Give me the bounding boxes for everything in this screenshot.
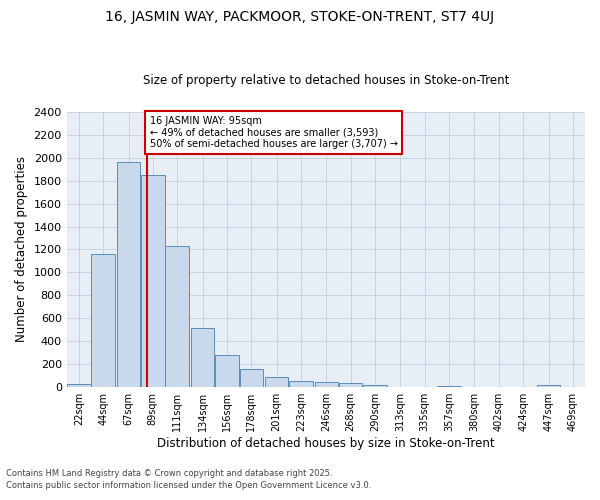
Bar (437, 386, 461, 387)
Y-axis label: Number of detached properties: Number of detached properties (15, 156, 28, 342)
X-axis label: Distribution of detached houses by size in Stoke-on-Trent: Distribution of detached houses by size … (157, 437, 494, 450)
Bar (141, 175, 164, 387)
Bar (117, 162, 140, 387)
Title: Size of property relative to detached houses in Stoke-on-Trent: Size of property relative to detached ho… (143, 74, 509, 87)
Text: 16, JASMIN WAY, PACKMOOR, STOKE-ON-TRENT, ST7 4UJ: 16, JASMIN WAY, PACKMOOR, STOKE-ON-TRENT… (106, 10, 494, 24)
Bar (537, 386, 560, 387)
Bar (191, 328, 214, 387)
Bar (314, 382, 338, 387)
Bar (289, 381, 313, 387)
Bar (339, 382, 362, 387)
Bar (215, 355, 239, 387)
Bar (239, 370, 263, 387)
Bar (265, 377, 289, 387)
Bar (67, 384, 91, 387)
Bar (91, 254, 115, 387)
Text: Contains HM Land Registry data © Crown copyright and database right 2025.
Contai: Contains HM Land Registry data © Crown c… (6, 468, 371, 490)
Bar (166, 246, 189, 387)
Bar (363, 386, 387, 387)
Text: 16 JASMIN WAY: 95sqm
← 49% of detached houses are smaller (3,593)
50% of semi-de: 16 JASMIN WAY: 95sqm ← 49% of detached h… (149, 116, 398, 149)
